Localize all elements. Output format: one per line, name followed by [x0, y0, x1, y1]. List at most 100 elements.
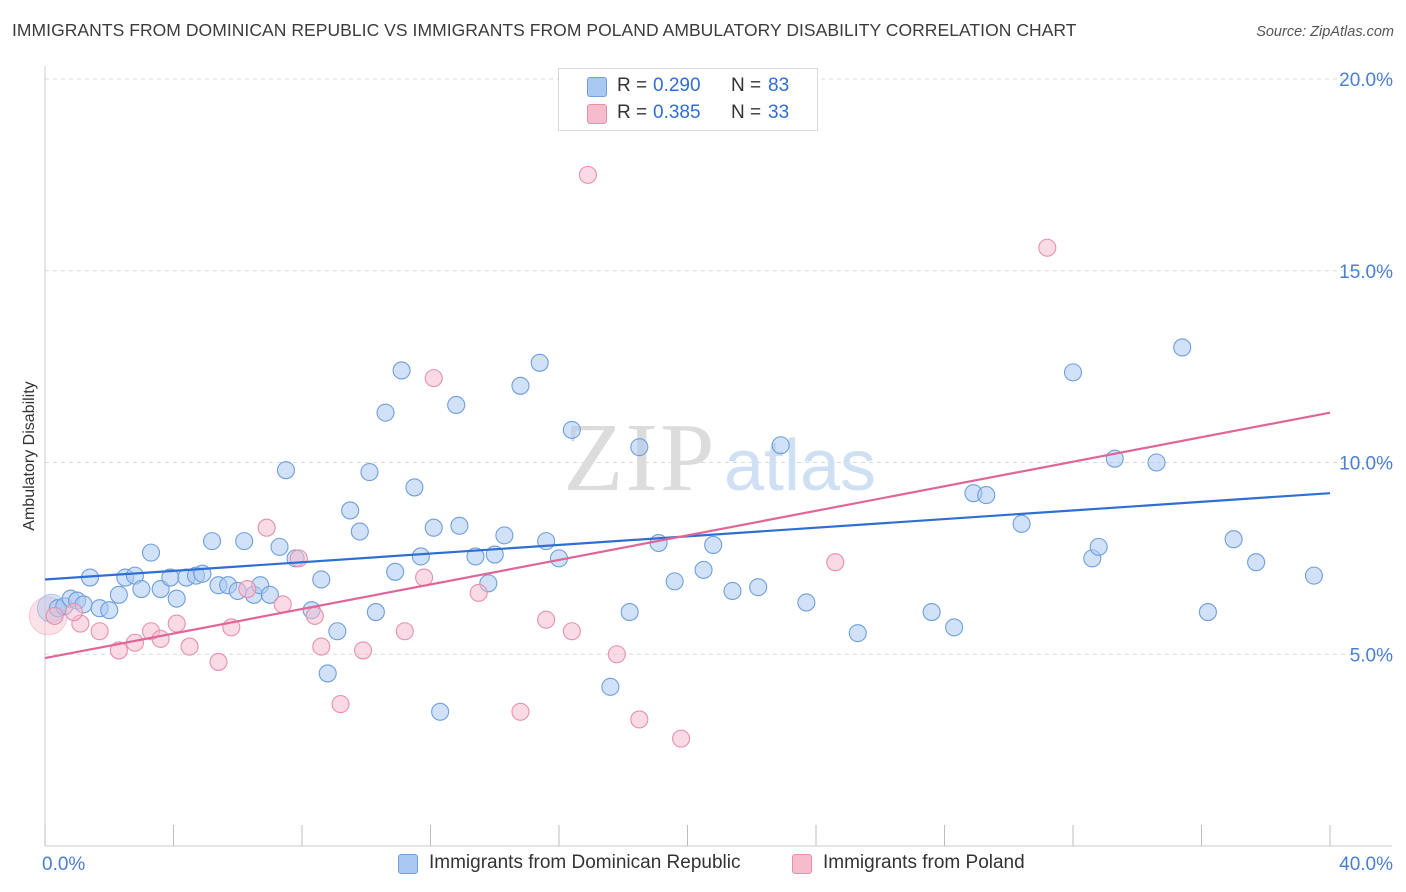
data-point-dominican — [1063, 363, 1083, 382]
data-point-dominican — [511, 376, 530, 395]
y-tick-label: 10.0% — [1339, 454, 1393, 475]
data-point-dominican — [848, 624, 867, 643]
data-point-dominican — [1173, 338, 1192, 357]
data-point-dominican — [562, 420, 581, 439]
data-point-dominican — [260, 585, 279, 604]
data-point-dominican — [360, 463, 379, 482]
data-point-poland — [45, 606, 64, 625]
data-point-dominican — [495, 526, 514, 545]
data-point-poland — [289, 549, 308, 568]
tick-labels: 5.0% 10.0% 15.0% 20.0% 0.0% 40.0% — [42, 70, 1393, 875]
data-point-poland — [672, 729, 691, 748]
data-point-dominican — [530, 353, 549, 372]
watermark-atlas: atlas — [724, 426, 876, 506]
correlation-legend: R = 0.290 N = 83 R = 0.385 N = 33 — [558, 68, 818, 131]
data-points — [28, 165, 1323, 748]
data-point-dominican — [318, 664, 337, 683]
data-point-poland — [395, 622, 414, 641]
data-point-poland — [167, 614, 186, 633]
y-tick-label: 20.0% — [1339, 70, 1393, 91]
data-point-poland — [1038, 238, 1057, 257]
legend-r-value: 0.290 — [653, 75, 701, 96]
data-point-dominican — [167, 589, 186, 608]
legend-r-label: R = — [617, 102, 648, 123]
data-point-poland — [469, 583, 488, 602]
data-point-poland — [312, 637, 331, 656]
data-point-poland — [238, 580, 257, 599]
data-point-poland — [151, 629, 170, 648]
data-point-poland — [273, 595, 292, 614]
data-point-poland — [305, 606, 324, 625]
gridlines — [45, 78, 1392, 655]
data-point-poland — [180, 637, 199, 656]
data-point-poland — [578, 165, 597, 184]
data-point-dominican — [1012, 514, 1031, 533]
data-point-dominican — [109, 585, 128, 604]
legend-n-value: 33 — [768, 102, 790, 123]
legend-n-value: 83 — [768, 75, 790, 96]
data-point-dominican — [276, 461, 295, 480]
data-point-dominican — [922, 603, 941, 622]
data-point-dominican — [350, 522, 369, 541]
data-point-poland — [257, 518, 276, 537]
data-point-dominican — [405, 478, 424, 497]
data-point-dominican — [1147, 453, 1166, 472]
data-point-dominican — [392, 361, 411, 380]
legend-n-label: N = — [731, 102, 762, 123]
data-point-dominican — [141, 543, 161, 562]
legend-n-label: N = — [731, 75, 762, 96]
watermark-zip: ZIP — [564, 404, 717, 512]
data-point-dominican — [270, 537, 289, 556]
data-point-dominican — [411, 547, 430, 566]
data-point-dominican — [447, 395, 466, 415]
data-point-dominican — [424, 518, 443, 537]
data-point-dominican — [1224, 530, 1243, 549]
data-point-poland — [826, 553, 845, 572]
legend-swatch-pink — [587, 104, 607, 124]
data-point-dominican — [945, 618, 964, 637]
legend-swatch-blue — [587, 77, 607, 97]
data-point-dominican — [723, 581, 742, 601]
y-tick-label: 5.0% — [1350, 645, 1393, 666]
axes — [44, 66, 1392, 847]
bottom-legend-swatch-blue — [398, 854, 418, 874]
data-point-dominican — [694, 560, 713, 579]
data-point-dominican — [620, 603, 639, 622]
data-point-dominican — [665, 572, 684, 591]
data-point-dominican — [771, 436, 790, 455]
data-point-poland — [630, 710, 649, 729]
data-point-dominican — [630, 438, 649, 457]
data-point-dominican — [450, 516, 469, 535]
data-point-poland — [64, 603, 83, 622]
chart-title: IMMIGRANTS FROM DOMINICAN REPUBLIC VS IM… — [12, 20, 1077, 40]
bottom-legend-label: Immigrants from Dominican Republic — [429, 852, 741, 873]
watermark: ZIP atlas — [564, 404, 877, 512]
source-credit: Source: ZipAtlas.com — [1256, 24, 1394, 40]
legend-r-label: R = — [617, 75, 648, 96]
data-point-poland — [511, 702, 530, 721]
x-tick-label: 0.0% — [42, 854, 85, 875]
y-axis-label: Ambulatory Disability — [21, 381, 38, 531]
x-tick-label: 40.0% — [1339, 854, 1393, 875]
data-point-dominican — [749, 578, 768, 597]
data-point-dominican — [100, 601, 119, 620]
data-point-dominican — [704, 535, 723, 555]
data-point-dominican — [1198, 603, 1217, 622]
data-point-dominican — [235, 532, 254, 551]
data-point-dominican — [203, 532, 222, 551]
data-point-poland — [109, 641, 128, 660]
data-point-dominican — [601, 677, 620, 696]
data-point-dominican — [977, 486, 996, 505]
data-point-dominican — [312, 570, 331, 589]
bottom-legend-swatch-pink — [792, 854, 812, 874]
y-tick-label: 15.0% — [1339, 262, 1393, 283]
data-point-dominican — [1304, 566, 1323, 585]
data-point-dominican — [431, 702, 450, 721]
data-point-dominican — [376, 403, 395, 422]
data-point-dominican — [797, 593, 816, 612]
data-point-poland — [353, 641, 373, 660]
data-point-poland — [562, 622, 581, 641]
data-point-dominican — [1247, 553, 1266, 572]
data-point-dominican — [1089, 537, 1108, 556]
